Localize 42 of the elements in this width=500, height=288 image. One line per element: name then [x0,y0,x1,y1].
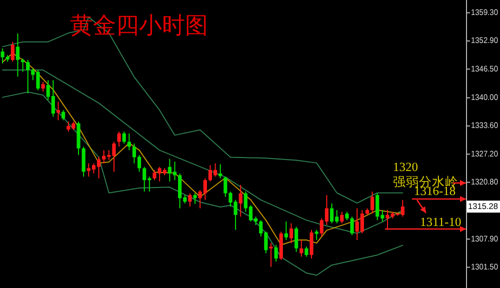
candlestick [16,32,20,78]
y-tick-label: 1340.00 [471,92,500,102]
candlestick [0,48,4,64]
candlestick [137,154,142,172]
candlestick [304,246,308,258]
candlestick [238,184,242,218]
candlestick [370,191,374,214]
candlestick [294,226,298,252]
candlestick [82,146,86,178]
candlestick [127,132,131,151]
candlestick [310,229,314,259]
candlestick [41,81,45,92]
annotation: 1320 [393,160,418,174]
candlestick [122,131,126,144]
y-tick-label: 1352.90 [471,36,500,46]
candlestick [62,110,66,121]
y-tick-label: 1320.80 [471,177,500,186]
annotation: 强弱分水岭 [393,175,458,189]
y-tick-label: 1327.20 [471,149,500,158]
y-tick-label: 1301.50 [471,262,500,272]
candlestick [340,211,344,224]
candlestick [274,244,278,262]
candlestick [314,229,318,240]
candlestick [188,192,192,208]
candlestick [56,101,60,121]
candlestick [26,59,30,94]
y-tick-label: 1307.90 [471,234,500,244]
y-tick-label: 1333.60 [471,121,500,130]
candlestick [10,41,14,62]
candlestick [350,216,354,236]
annotation: 1311-10 [420,215,462,229]
candlestick [132,143,136,164]
candlestick [117,131,121,148]
annotation: 1315.28 [468,202,498,211]
candlestick [193,192,197,204]
candlestick [218,164,222,179]
candlestick [269,242,273,268]
candlestick [300,240,304,258]
candlestick [289,222,294,244]
candlestick [284,221,288,240]
y-tick-label: 1346.50 [471,64,500,74]
y-tick-label: 1359.30 [471,8,500,17]
